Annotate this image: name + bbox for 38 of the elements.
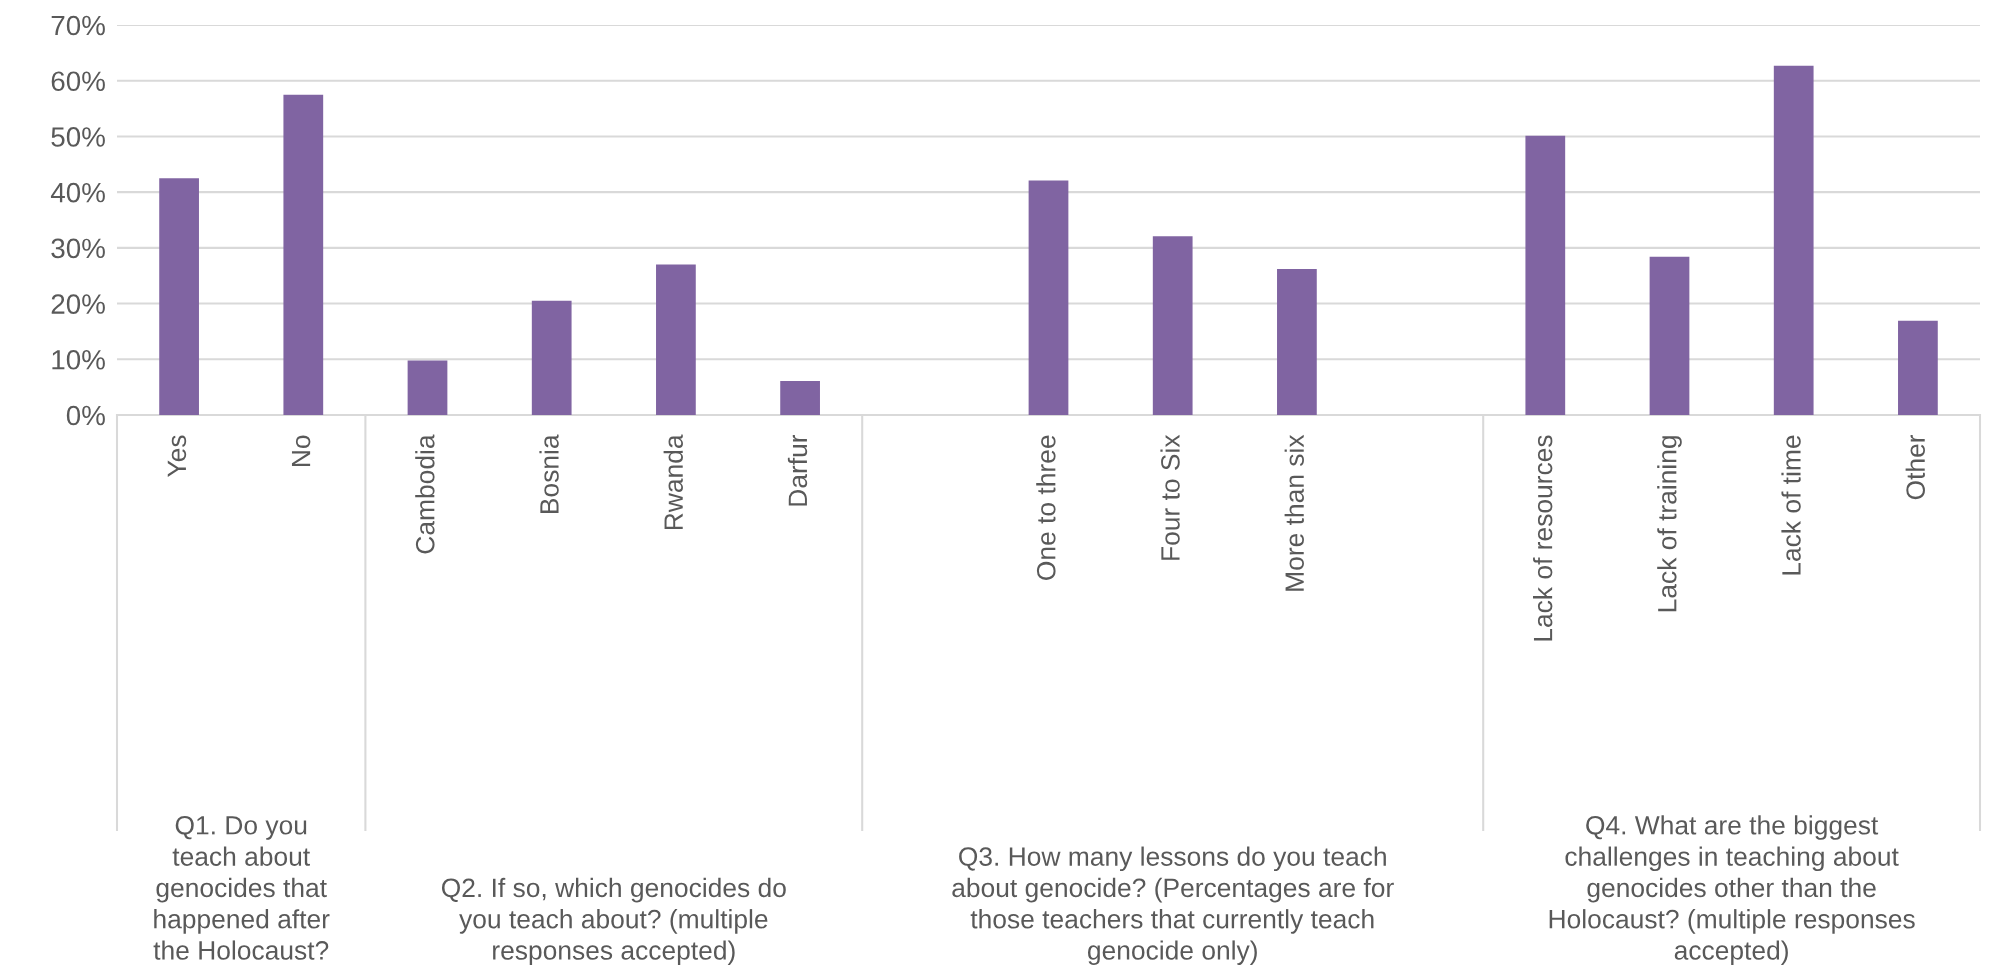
bar	[1028, 180, 1069, 415]
x-tick-label: Lack of training	[1657, 436, 1682, 612]
bar	[656, 264, 696, 415]
y-tick-label: 0%	[66, 405, 105, 426]
bar	[1649, 256, 1690, 415]
bar	[283, 94, 324, 415]
x-tick-label: Lack of resources	[1533, 435, 1553, 641]
x-tick-label: Yes	[167, 435, 187, 477]
y-tick-label: 40%	[50, 182, 105, 203]
x-tick-label: Lack of time	[1781, 435, 1801, 575]
x-tick-label: Four to Six	[1160, 434, 1180, 560]
bar	[531, 300, 572, 415]
x-tick-label: Cambodia	[415, 434, 435, 554]
x-tick-label: Rwanda	[663, 434, 683, 530]
x-tick-label: Other	[1905, 434, 1925, 500]
bar	[1277, 269, 1317, 415]
text: Q3. How many lessons do you teach about genocide? (Percentages are for those teachers that currently teach genocide only)	[952, 846, 1394, 965]
y-tick-label: 20%	[51, 294, 105, 314]
x-tick-label: More than six	[1284, 434, 1304, 591]
text: Q4. What are the biggest challenges in teaching about genocides other than the Holocaust? (multiple responses accepted)	[1549, 815, 1915, 965]
y-tick-label: 30%	[51, 238, 105, 259]
bar	[1152, 236, 1193, 415]
bar	[159, 178, 199, 415]
y-tick-label: 10%	[52, 349, 105, 370]
x-tick-label: Darfur	[787, 434, 808, 506]
text: Q1. Do you teach about genocides that happened after the Holocaust?	[153, 815, 330, 960]
bar	[407, 360, 448, 415]
bar	[1898, 320, 1938, 415]
x-tick-label: One to three	[1036, 435, 1056, 580]
bar	[780, 381, 820, 415]
bar	[1773, 65, 1814, 415]
y-tick-label: 60%	[51, 71, 105, 92]
x-tick-label: Bosnia	[539, 434, 559, 513]
text: Q2. If so, which genocides do you teach about? (multiple responses accepted)	[441, 877, 786, 965]
x-tick-label: No	[291, 435, 311, 467]
y-tick-label: 70%	[51, 15, 105, 36]
y-tick-label: 50%	[51, 127, 105, 147]
bar	[1525, 135, 1566, 415]
